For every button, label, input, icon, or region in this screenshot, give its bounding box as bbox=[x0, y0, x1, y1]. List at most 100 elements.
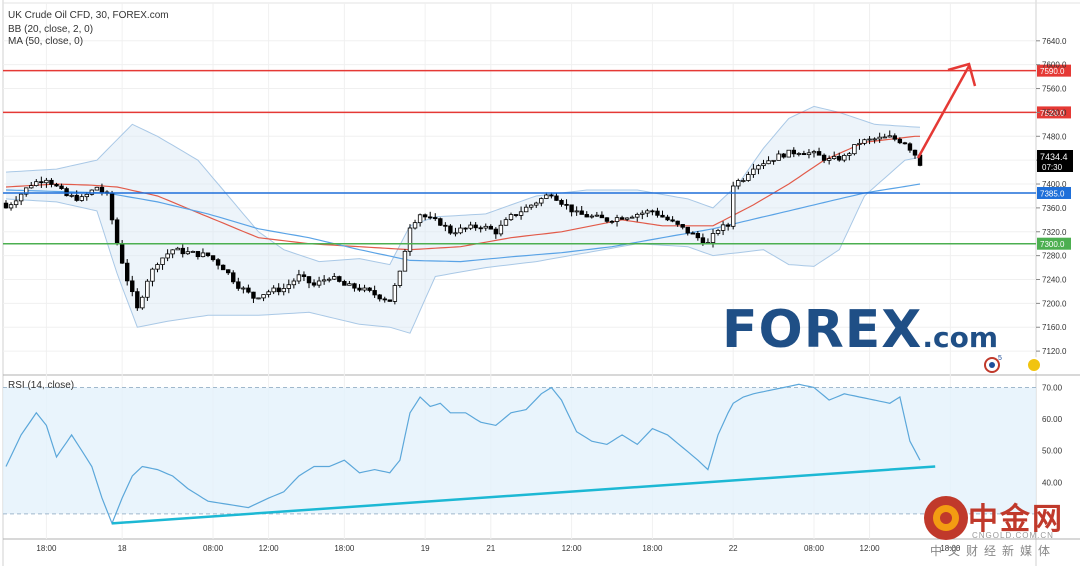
price-tick-label: 7400.0 bbox=[1042, 180, 1067, 189]
candle-body bbox=[357, 287, 362, 291]
candle-body bbox=[281, 288, 286, 293]
candle-body bbox=[23, 187, 29, 195]
candle-body bbox=[690, 232, 695, 235]
candle-body bbox=[685, 226, 690, 234]
candle-body bbox=[13, 200, 19, 206]
candle-body bbox=[720, 224, 726, 231]
candle-body bbox=[170, 249, 175, 255]
candle-body bbox=[852, 144, 857, 155]
candle-body bbox=[417, 214, 423, 224]
rsi-band-fill bbox=[3, 387, 1036, 514]
bar-countdown: 07:30 bbox=[1042, 163, 1063, 172]
candle-body bbox=[321, 279, 327, 282]
eu-flag-icon bbox=[1026, 357, 1042, 373]
candle-body bbox=[276, 287, 281, 293]
candle-body bbox=[215, 259, 221, 266]
candle-body bbox=[119, 243, 125, 264]
candle-body bbox=[907, 143, 913, 151]
price-tick-label: 7360.0 bbox=[1042, 204, 1067, 213]
candle-body bbox=[630, 216, 635, 219]
bb-upper bbox=[5, 105, 921, 266]
level-tag bbox=[1037, 186, 1071, 199]
candle-body bbox=[185, 251, 190, 255]
candle-body bbox=[347, 283, 352, 286]
candle-body bbox=[220, 264, 226, 271]
candle-body bbox=[286, 284, 291, 289]
candle-body bbox=[761, 163, 766, 167]
level-tag bbox=[1037, 106, 1071, 119]
candle-body bbox=[382, 298, 387, 301]
candle-body bbox=[604, 217, 610, 222]
cngold-emblem-icon bbox=[924, 496, 968, 540]
symbol-legend[interactable]: UK Crude Oil CFD, 30, FOREX.com bbox=[8, 10, 169, 21]
svg-text:5: 5 bbox=[998, 355, 1002, 362]
candle-body bbox=[826, 158, 832, 161]
candle-body bbox=[433, 217, 438, 220]
candle-body bbox=[427, 216, 433, 219]
cngold-url: CNGOLD.COM.CN bbox=[972, 531, 1054, 540]
candle-body bbox=[160, 257, 165, 265]
candle-body bbox=[246, 287, 251, 293]
level-tag bbox=[1037, 64, 1071, 77]
candle-body bbox=[781, 153, 786, 158]
candle-body bbox=[64, 188, 69, 197]
candle-body bbox=[493, 228, 499, 235]
candle-body bbox=[529, 204, 534, 208]
rsi-legend[interactable]: RSI (14, close) bbox=[8, 380, 75, 391]
time-tick-label: 18:00 bbox=[940, 544, 961, 553]
candle-body bbox=[670, 219, 675, 222]
candle-body bbox=[453, 232, 458, 235]
candle-body bbox=[195, 251, 201, 258]
candle-body bbox=[145, 280, 150, 298]
candle-body bbox=[736, 180, 741, 187]
candle-body bbox=[316, 280, 322, 286]
bb-legend[interactable]: BB (20, close, 2, 0) bbox=[8, 24, 94, 35]
candle-body bbox=[236, 281, 241, 289]
candle-body bbox=[715, 229, 721, 234]
candle-body bbox=[175, 247, 180, 251]
candle-body bbox=[902, 142, 908, 145]
bb-basis bbox=[5, 135, 920, 251]
candle-body bbox=[832, 155, 837, 160]
candle-body bbox=[892, 135, 897, 140]
candle-body bbox=[624, 217, 630, 220]
candle-body bbox=[337, 276, 342, 282]
candle-body bbox=[549, 194, 554, 197]
candle-body bbox=[564, 203, 569, 206]
candle-body bbox=[539, 198, 544, 204]
candle-body bbox=[847, 153, 852, 156]
cngold-name: 中金网 bbox=[968, 502, 1064, 537]
candle-body bbox=[205, 252, 211, 257]
candle-body bbox=[508, 214, 514, 221]
candle-body bbox=[534, 202, 539, 206]
candle-body bbox=[589, 215, 594, 218]
candle-body bbox=[862, 139, 867, 144]
candle-body bbox=[387, 299, 392, 302]
rsi-tick-label: 70.00 bbox=[1042, 383, 1063, 392]
time-axis[interactable]: 18:00 18 08:00 12:00 18:00 19 21 12:00 18:00 22 08… bbox=[36, 544, 961, 553]
candle-body bbox=[18, 193, 24, 202]
bb-lower bbox=[5, 156, 921, 334]
price-tick-label: 7120.0 bbox=[1042, 347, 1067, 356]
candle-body bbox=[422, 214, 428, 218]
candle-body bbox=[397, 270, 403, 286]
flag-icons[interactable]: 5 bbox=[984, 355, 1042, 373]
ma-legend[interactable]: MA (50, close, 0) bbox=[8, 36, 84, 47]
candle-body bbox=[29, 185, 34, 189]
rsi-axis[interactable]: 40.00 50.00 60.00 70.00 bbox=[1042, 383, 1063, 487]
candle-body bbox=[872, 138, 877, 141]
candle-body bbox=[367, 287, 372, 291]
candle-body bbox=[150, 268, 155, 282]
candle-body bbox=[3, 202, 9, 209]
candle-body bbox=[372, 290, 377, 296]
candle-body bbox=[301, 274, 307, 277]
candle-body bbox=[241, 287, 246, 290]
candle-body bbox=[392, 285, 398, 302]
price-tick-label: 7320.0 bbox=[1042, 228, 1067, 237]
candle-body bbox=[130, 280, 135, 293]
candle-body bbox=[619, 217, 625, 220]
candle-body bbox=[165, 253, 170, 259]
candle-body bbox=[842, 154, 847, 161]
ma50-line bbox=[5, 183, 921, 263]
time-tick-label: 08:00 bbox=[203, 544, 224, 553]
